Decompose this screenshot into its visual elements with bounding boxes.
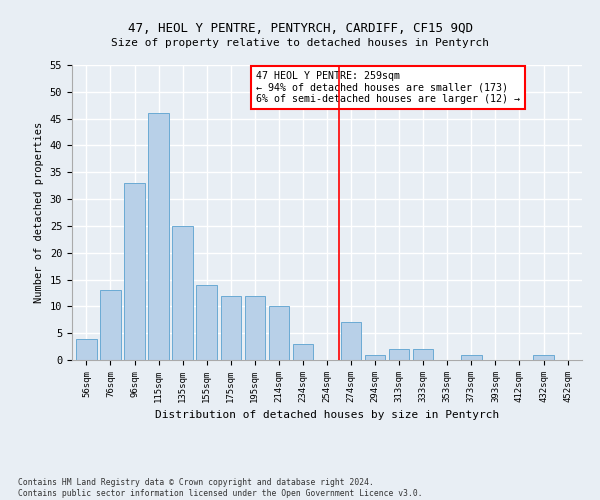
Bar [76, 338, 97, 360]
Bar [172, 226, 193, 360]
X-axis label: Distribution of detached houses by size in Pentyrch: Distribution of detached houses by size … [155, 410, 499, 420]
Text: Size of property relative to detached houses in Pentyrch: Size of property relative to detached ho… [111, 38, 489, 48]
Bar [269, 306, 289, 360]
Bar [365, 354, 385, 360]
Bar [245, 296, 265, 360]
Bar [461, 354, 482, 360]
Bar [124, 183, 145, 360]
Text: Contains HM Land Registry data © Crown copyright and database right 2024.
Contai: Contains HM Land Registry data © Crown c… [18, 478, 422, 498]
Y-axis label: Number of detached properties: Number of detached properties [34, 122, 44, 303]
Text: 47, HEOL Y PENTRE, PENTYRCH, CARDIFF, CF15 9QD: 47, HEOL Y PENTRE, PENTYRCH, CARDIFF, CF… [128, 22, 473, 36]
Text: 47 HEOL Y PENTRE: 259sqm
← 94% of detached houses are smaller (173)
6% of semi-d: 47 HEOL Y PENTRE: 259sqm ← 94% of detach… [256, 71, 520, 104]
Bar [148, 114, 169, 360]
Bar [413, 350, 433, 360]
Bar [100, 290, 121, 360]
Bar [533, 354, 554, 360]
Bar [221, 296, 241, 360]
Bar [341, 322, 361, 360]
Bar [293, 344, 313, 360]
Bar [389, 350, 409, 360]
Bar [196, 285, 217, 360]
